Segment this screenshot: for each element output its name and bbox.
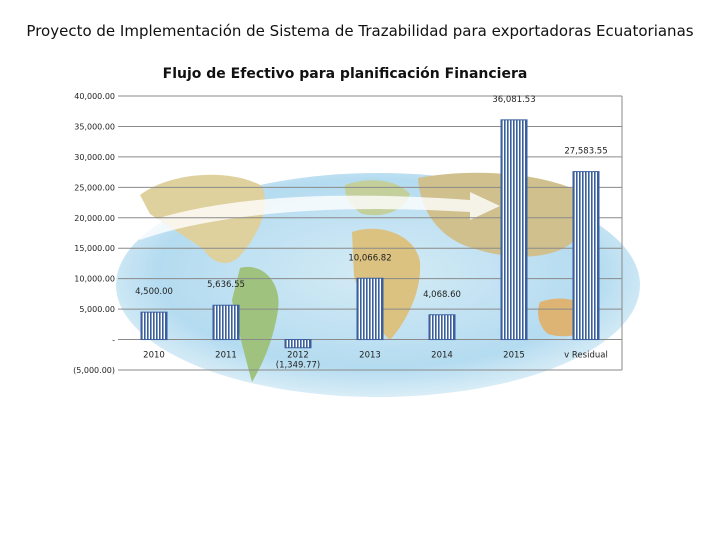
map-south-america xyxy=(232,266,279,382)
data-label: 36,081.53 xyxy=(492,95,535,105)
y-tick-label: 25,000.00 xyxy=(74,183,115,192)
data-label: (1,349.77) xyxy=(276,361,320,371)
map-arrow xyxy=(130,192,500,240)
y-tick-label: 40,000.00 xyxy=(74,92,115,101)
category-label: v Residual xyxy=(564,351,608,361)
bar-2015 xyxy=(500,119,528,341)
category-label: 2014 xyxy=(431,351,453,361)
y-tick-label: 5,000.00 xyxy=(79,305,115,314)
y-tick-label: 35,000.00 xyxy=(74,122,115,131)
category-label: 2012 xyxy=(287,351,309,361)
y-tick-label: 10,000.00 xyxy=(74,275,115,284)
category-label: 2010 xyxy=(143,351,165,361)
y-axis-labels: (5,000.00) - 5,000.00 10,000.00 15,000.00 20,… xyxy=(73,92,115,375)
bar-2013 xyxy=(356,277,384,341)
page-title: Proyecto de Implementación de Sistema de… xyxy=(26,22,694,40)
bar-2012 xyxy=(284,339,312,349)
y-tick-label: 30,000.00 xyxy=(74,153,115,162)
chart-title: Flujo de Efectivo para planificación Fin… xyxy=(162,66,528,82)
data-label: 4,068.60 xyxy=(423,290,461,300)
bar-v-residual xyxy=(572,171,600,341)
bar-2011 xyxy=(212,304,240,341)
bar-2014 xyxy=(428,314,456,341)
data-label: 10,066.82 xyxy=(348,253,391,263)
bar-2010 xyxy=(140,311,168,341)
y-tick-label: 15,000.00 xyxy=(74,244,115,253)
category-label: 2013 xyxy=(359,351,381,361)
bars xyxy=(140,119,600,349)
y-tick-label: 20,000.00 xyxy=(74,214,115,223)
category-labels: 2010 2011 2012 2013 2014 2015 v Residual xyxy=(143,351,608,361)
y-tick-label: - xyxy=(112,336,115,345)
data-label: 5,636.55 xyxy=(207,280,245,290)
data-label: 27,583.55 xyxy=(564,147,607,157)
category-label: 2015 xyxy=(503,351,525,361)
data-label: 4,500.00 xyxy=(135,287,173,297)
category-label: 2011 xyxy=(215,351,237,361)
data-labels: 4,500.00 5,636.55 (1,349.77) 10,066.82 4,068… xyxy=(135,95,608,371)
y-tick-label: (5,000.00) xyxy=(73,366,115,375)
map-africa xyxy=(352,228,421,340)
